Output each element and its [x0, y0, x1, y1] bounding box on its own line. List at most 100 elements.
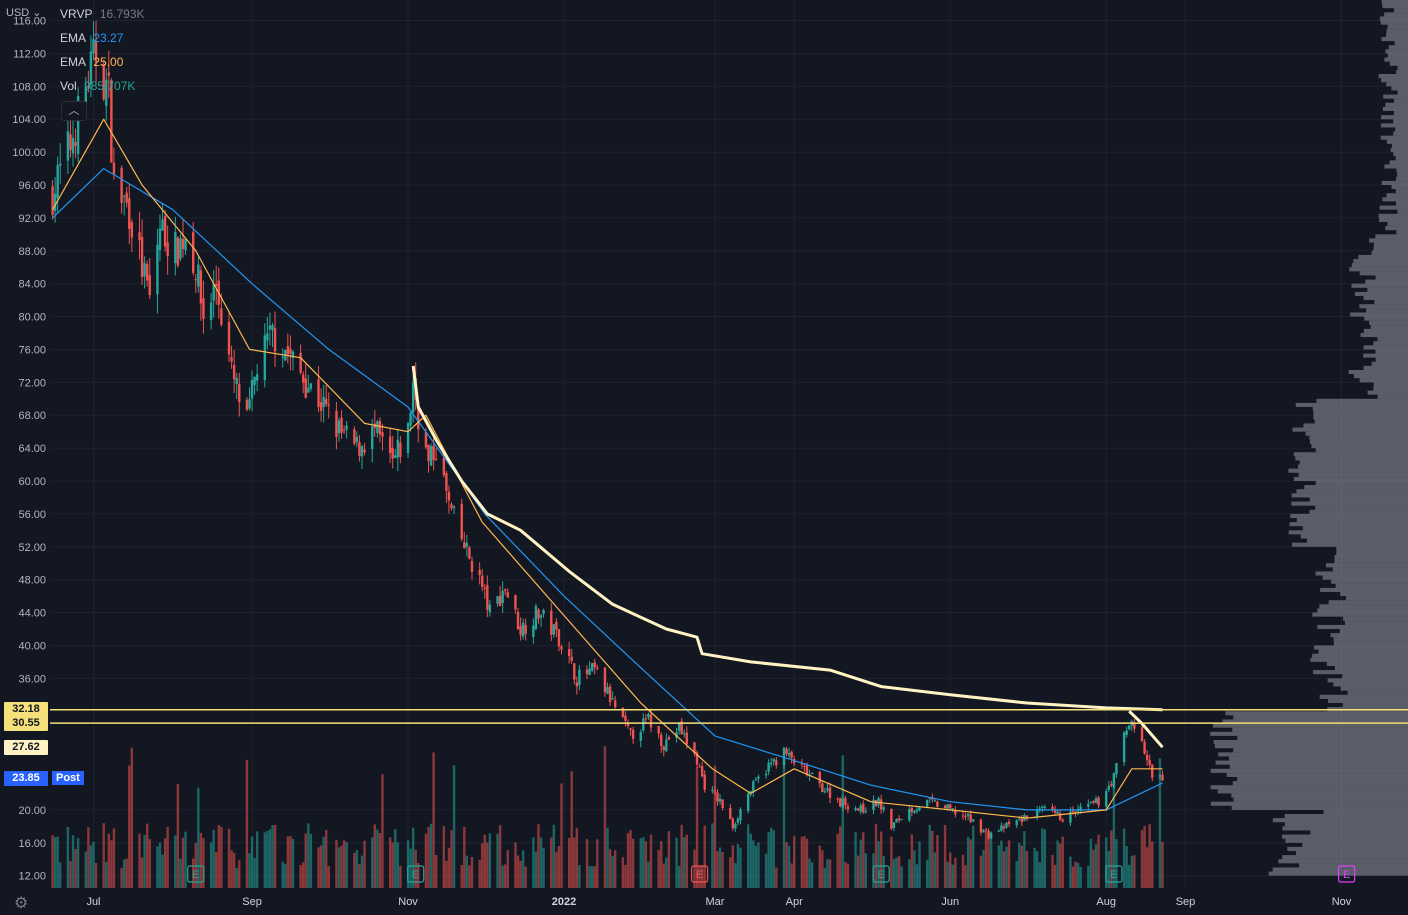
candle-body [818, 771, 821, 784]
candle-body [872, 799, 875, 811]
candle-body [358, 442, 361, 456]
legend-row-ema-slow[interactable]: EMA 25.00 [60, 54, 145, 78]
candle-body [74, 141, 77, 147]
volume-bar [161, 854, 164, 888]
candle-body [606, 687, 609, 694]
volume-profile-bar [1381, 180, 1408, 185]
volume-profile-bar [1210, 731, 1408, 736]
legend-value: 23.27 [93, 31, 124, 45]
volume-profile-bar [1396, 168, 1408, 173]
volume-bar [621, 857, 625, 888]
candle-body [232, 364, 236, 380]
candle-body [662, 746, 665, 751]
volume-bar [890, 836, 893, 888]
x-tick-label: Sep [242, 896, 262, 908]
candle-body [900, 819, 903, 821]
volume-bar [1087, 865, 1090, 888]
volume-profile-bar [1375, 357, 1408, 362]
currency-selector[interactable]: USD ⌄ [6, 6, 42, 19]
volume-profile-bar [1373, 382, 1408, 387]
ema-fast-line [52, 118, 1163, 819]
candle-body [588, 668, 591, 676]
candle-body [736, 818, 740, 823]
volume-bar [1094, 844, 1098, 888]
indicator-legend: VRVP 16.793K EMA 23.27 EMA 25.00 Vol 985… [60, 6, 145, 102]
candle-body [754, 779, 758, 781]
earnings-marker: E [407, 865, 425, 883]
legend-collapse-button[interactable]: ︿ [61, 101, 87, 121]
volume-bar [821, 850, 824, 888]
x-tick-label: Jul [86, 896, 100, 908]
volume-profile-bar [1347, 690, 1408, 695]
volume-bar [481, 843, 484, 888]
candle-body [608, 686, 612, 703]
candle-body [486, 585, 489, 610]
volume-profile-bar [1303, 423, 1408, 428]
legend-row-vrvp[interactable]: VRVP 16.793K [60, 6, 145, 30]
candle-body [936, 801, 939, 807]
candle-body [199, 270, 203, 304]
candle-body [1071, 810, 1075, 812]
candle-body [112, 162, 116, 175]
volume-profile-bar [1367, 287, 1408, 292]
volume-bar [874, 823, 878, 888]
volume-bar [667, 831, 671, 888]
y-tick-label: 12.00 [18, 871, 46, 883]
volume-bar [680, 824, 683, 888]
candle-body [212, 283, 215, 301]
candle-body [874, 800, 878, 807]
volume-bar [345, 842, 348, 888]
volume-bar [59, 862, 62, 888]
volume-profile-bar [1384, 57, 1408, 62]
volume-profile-bar [1387, 53, 1408, 58]
volume-profile-bar [1397, 90, 1408, 95]
candle-body [629, 728, 632, 730]
gear-icon[interactable]: ⚙ [14, 895, 29, 912]
earnings-label: E [877, 869, 884, 881]
volume-profile-bar [1317, 608, 1408, 613]
volume-bar [483, 834, 486, 888]
volume-bar [913, 850, 916, 888]
volume-bar [122, 859, 126, 888]
volume-bar [844, 861, 847, 888]
candle-body [465, 543, 469, 547]
volume-bar [897, 856, 901, 888]
volume-profile-bar [1285, 838, 1408, 843]
volume-profile-bar [1379, 205, 1408, 210]
candle-body [961, 815, 965, 817]
volume-bar [337, 847, 341, 888]
candle-body [504, 589, 507, 591]
candle-body [841, 799, 845, 808]
legend-row-ema-fast[interactable]: EMA 23.27 [60, 30, 145, 54]
ema-slow-line [52, 168, 1163, 811]
candle-body [810, 773, 814, 775]
candle-body [122, 195, 126, 197]
candle-body [340, 417, 343, 433]
candle-body [235, 378, 238, 385]
volume-profile-bar [1383, 94, 1408, 99]
volume-profile-bar [1222, 719, 1408, 724]
volume-bar [217, 825, 220, 888]
volume-bar [915, 864, 919, 888]
volume-bar [273, 824, 277, 888]
volume-bar [716, 851, 719, 888]
volume-bar [1041, 828, 1044, 888]
legend-row-volume[interactable]: Vol 985.707K [60, 78, 145, 102]
volume-profile-bar [1334, 666, 1408, 671]
volume-bar [943, 825, 947, 888]
volume-bar [946, 861, 949, 888]
volume-profile-bar [1210, 801, 1408, 806]
volume-bar [828, 859, 832, 888]
candle-body [624, 715, 627, 721]
volume-bar [340, 845, 343, 888]
volume-bar [184, 831, 187, 888]
candle-body [110, 80, 113, 163]
volume-profile-bar [1309, 439, 1408, 444]
candle-body [943, 805, 947, 809]
volume-bar [695, 767, 699, 888]
candle-body [496, 596, 499, 604]
volume-bar [1161, 841, 1164, 888]
volume-bar [539, 837, 543, 888]
candle-body [192, 232, 195, 273]
